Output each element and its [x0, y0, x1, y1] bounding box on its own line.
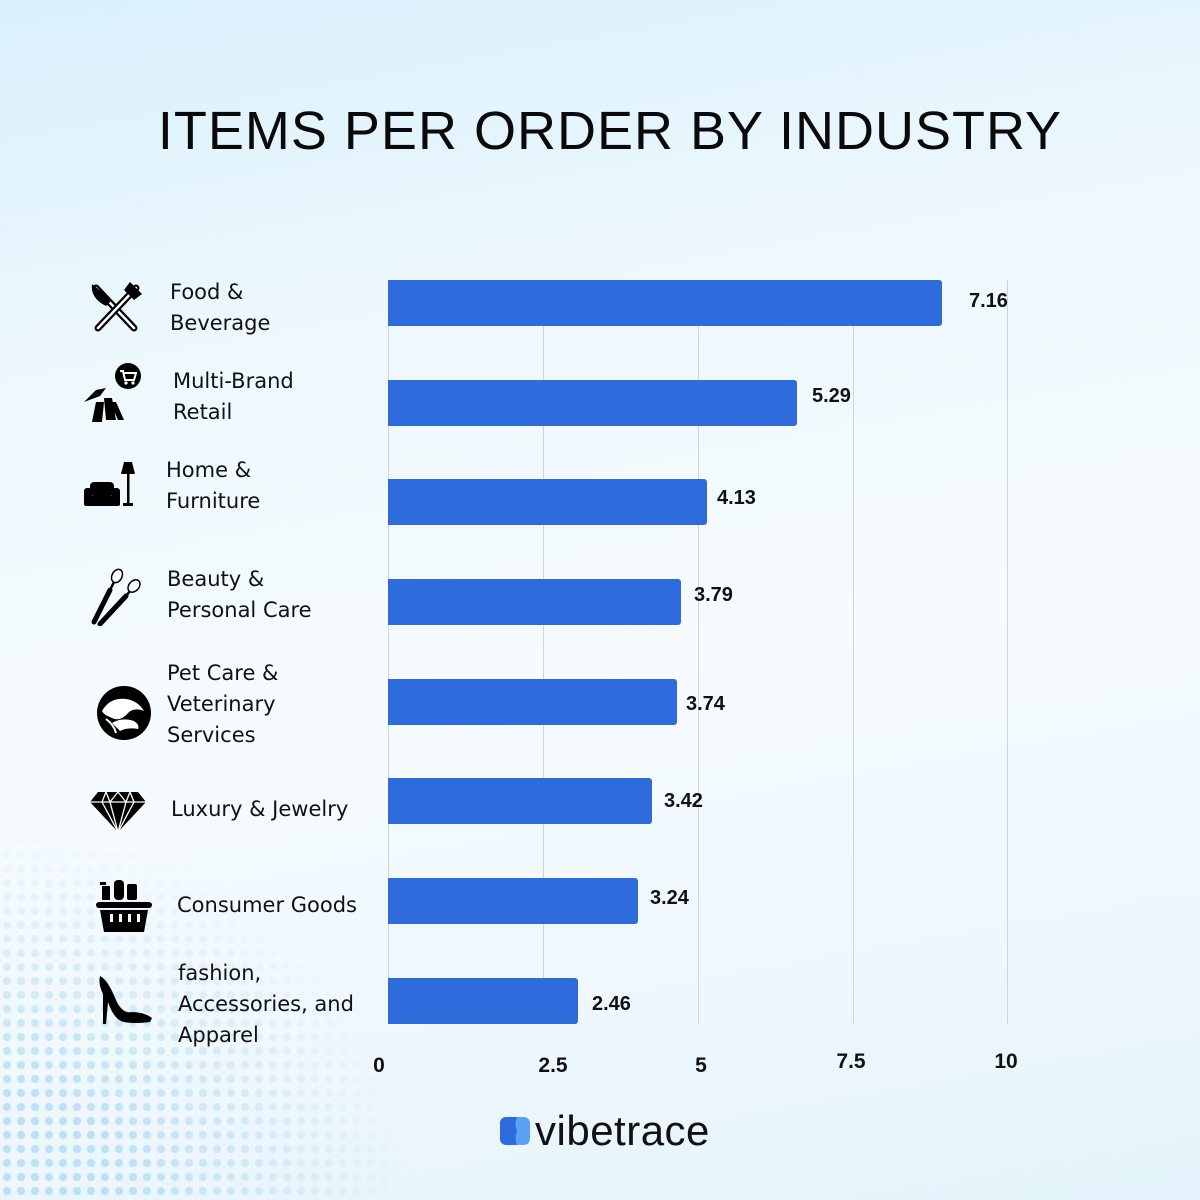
grocery-basket-icon [94, 876, 154, 936]
bar [388, 878, 638, 924]
gridline [543, 280, 544, 1024]
chart-title: ITEMS PER ORDER BY INDUSTRY [157, 101, 1063, 161]
x-axis-tick-label: 7.5 [836, 1050, 866, 1073]
brand-name: vibetrace [535, 1107, 710, 1154]
x-axis-tick-label: 2.5 [538, 1054, 568, 1077]
bar-value-label: 3.42 [664, 790, 703, 812]
x-axis-tick-label: 5 [695, 1054, 707, 1077]
gridline [853, 280, 854, 1024]
brand-logo: vibetrace [500, 1106, 710, 1156]
category-label: Multi-Brand Retail [173, 369, 294, 424]
vibetrace-logo-icon [500, 1117, 530, 1145]
category-label: Food & Beverage [170, 280, 271, 335]
high-heel-icon [94, 970, 154, 1030]
x-axis-tick-label: 10 [994, 1050, 1018, 1073]
category-label: Beauty & Personal Care [167, 567, 312, 622]
bar [388, 679, 677, 725]
diamond-icon [88, 780, 148, 840]
bar-value-label: 7.16 [969, 290, 1008, 312]
gridline [698, 280, 699, 1024]
bar-value-label: 3.74 [686, 693, 725, 715]
bar [388, 280, 942, 326]
bar-value-label: 2.46 [592, 993, 631, 1015]
category-label: Pet Care & Veterinary Services [167, 661, 279, 747]
bar [388, 380, 797, 426]
category-label: Luxury & Jewelry [171, 797, 349, 821]
bar-value-label: 3.24 [650, 887, 689, 909]
pet-care-hands-icon [94, 683, 154, 743]
bar [388, 778, 652, 824]
bar-value-label: 3.79 [694, 584, 733, 606]
x-axis-tick-label: 0 [373, 1054, 385, 1077]
bar [388, 978, 578, 1024]
gridline [1007, 280, 1008, 1024]
fork-knife-icon [86, 278, 146, 338]
bar [388, 479, 707, 525]
bar-value-label: 5.29 [812, 385, 851, 407]
bar [388, 579, 681, 625]
shopping-bags-cart-icon [82, 362, 142, 422]
category-label: Consumer Goods [177, 893, 357, 917]
bar-value-label: 4.13 [717, 487, 756, 509]
armchair-lamp-icon [82, 458, 142, 518]
category-label: fashion, Accessories, and Apparel [178, 961, 354, 1047]
category-label: Home & Furniture [166, 458, 261, 513]
makeup-brushes-icon [86, 566, 146, 627]
gridline [388, 280, 389, 1024]
